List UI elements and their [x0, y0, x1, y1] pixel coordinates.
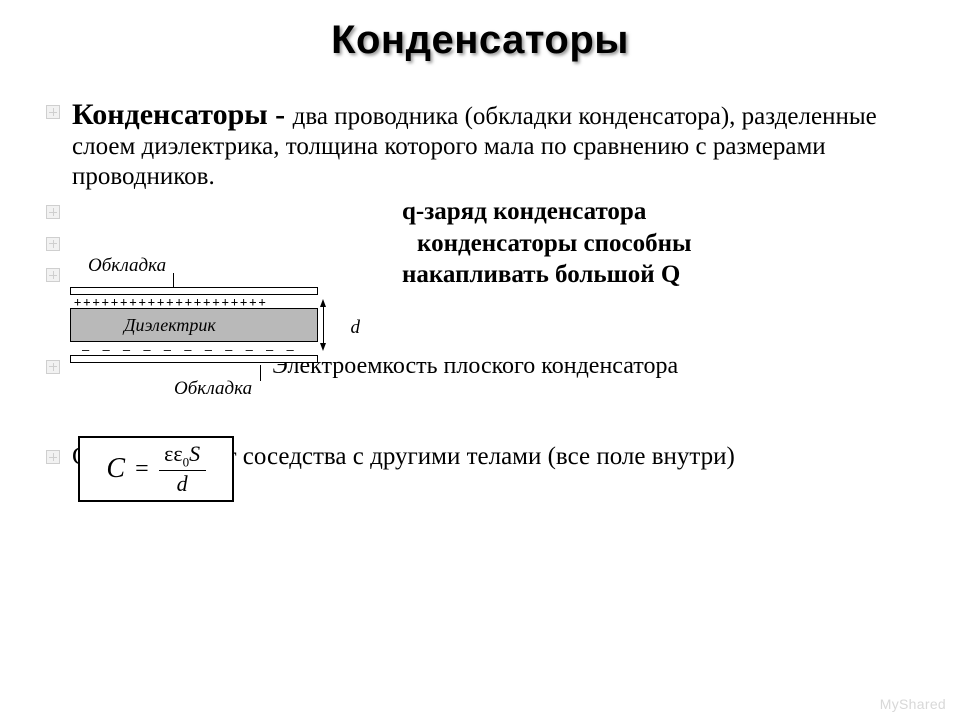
- diagram-plate-bottom: [70, 355, 318, 363]
- diagram-d-bracket: [323, 307, 324, 343]
- bullet-icon: [46, 105, 60, 119]
- bullet-icon: [46, 360, 60, 374]
- bullet-icon: [46, 450, 60, 464]
- diagram-arrow-up-icon: [320, 299, 326, 307]
- watermark: MyShared: [880, 696, 946, 712]
- diagram-label-mid: Диэлектрик: [124, 315, 216, 336]
- diagram-label-top: Обкладка: [88, 255, 166, 277]
- bullet-icon: [46, 237, 60, 251]
- formula-fraction: εε0S d: [159, 443, 206, 495]
- diagram-arrow-down-icon: [320, 343, 326, 351]
- capacitor-diagram: Обкладка +++++++++++++++++++++ Диэлектри…: [68, 257, 356, 397]
- bullet-icon: [46, 268, 60, 282]
- diagram-plus-row: +++++++++++++++++++++: [74, 295, 316, 309]
- bullet-definition: Конденсаторы - два проводника (обкладки …: [40, 97, 920, 191]
- definition-lead: Конденсаторы -: [72, 98, 293, 131]
- page-title: Конденсаторы: [40, 18, 920, 63]
- formula-eps: ε: [164, 441, 173, 466]
- diagram-label-bottom: Обкладка: [174, 378, 252, 400]
- capacitance-formula: C = εε0S d: [78, 436, 234, 502]
- q-charge-text: q-заряд конденсатора: [72, 197, 646, 227]
- formula-denominator: d: [159, 470, 206, 495]
- diagram-pointer-bottom: [260, 365, 261, 381]
- diagram-plate-top: [70, 287, 318, 295]
- formula-eq: =: [135, 456, 149, 483]
- formula-S: S: [189, 441, 200, 466]
- formula-numerator: εε0S: [160, 443, 204, 470]
- slide: Конденсаторы Конденсаторы - два проводни…: [0, 0, 960, 720]
- capable-1-text: конденсаторы способны: [72, 229, 692, 259]
- diagram-label-d: d: [351, 317, 361, 339]
- bullet-icon: [46, 205, 60, 219]
- bullet-capable-1: конденсаторы способны: [40, 229, 920, 259]
- definition-text: Конденсаторы - два проводника (обкладки …: [72, 97, 920, 191]
- formula-eps0: ε: [173, 441, 182, 466]
- bullet-q-charge: q-заряд конденсатора: [40, 197, 920, 227]
- formula-C: C: [106, 453, 125, 485]
